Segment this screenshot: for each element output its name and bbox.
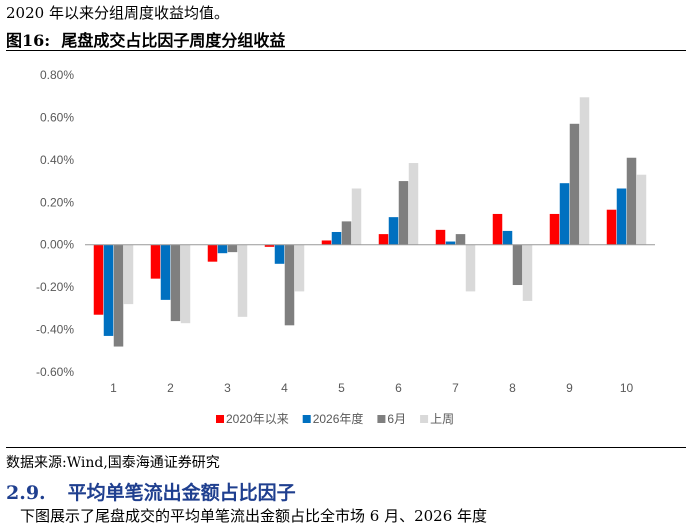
intro-text: 2020 年以来分组周度收益均值。	[6, 4, 229, 22]
bar-3-series-2	[217, 244, 228, 254]
source-note: 数据来源:Wind,国泰海通证券研究	[6, 455, 220, 471]
bar-10-series-4	[636, 174, 647, 245]
legend-label-3: 6月	[387, 412, 406, 426]
bar-7-series-3	[455, 234, 466, 245]
figure-top-rule	[6, 50, 686, 51]
y-tick-label: 0.80%	[40, 68, 74, 82]
bar-4-series-1	[264, 244, 275, 247]
bar-8-series-1	[492, 213, 503, 245]
bar-7-series-4	[465, 244, 476, 292]
bar-1-series-2	[103, 244, 114, 336]
x-tick-label: 2	[167, 381, 174, 395]
bar-10-series-1	[606, 209, 617, 245]
figure-bottom-rule	[6, 447, 686, 448]
y-tick-label: -0.40%	[36, 323, 74, 337]
y-tick-label: 0.20%	[40, 195, 74, 209]
x-tick-label: 4	[281, 381, 288, 395]
x-tick-label: 10	[620, 381, 634, 395]
figure-label: 图16:	[6, 31, 51, 50]
bar-4-series-2	[274, 244, 285, 264]
y-tick-label: -0.20%	[36, 280, 74, 294]
bar-9-series-4	[579, 97, 590, 245]
bar-6-series-2	[388, 217, 399, 245]
legend-swatch-4	[420, 415, 429, 423]
legend-label-4: 上周	[430, 412, 454, 426]
legend-swatch-3	[377, 415, 386, 423]
x-tick-label: 9	[566, 381, 573, 395]
legend: 2020年以来 2026年度 6月 上周	[216, 411, 454, 426]
x-tick-label: 1	[110, 381, 117, 395]
bar-8-series-3	[512, 244, 523, 286]
y-tick-label: 0.40%	[40, 153, 74, 167]
bar-chart: 0.80% 0.60% 0.40% 0.20% 0.00% -0.20% -0.40% -0.…	[36, 68, 655, 426]
y-tick-label: 0.60%	[40, 110, 74, 124]
body-text-line: 下图展示了尾盘成交的平均单笔流出金额占比全市场 6 月、2026 年度	[20, 507, 488, 525]
bar-3-series-3	[227, 244, 238, 253]
section-number: 2.9.	[6, 482, 46, 504]
bar-6-series-4	[408, 163, 419, 245]
bar-10-series-2	[616, 188, 627, 245]
bar-8-series-2	[502, 230, 513, 245]
bar-10-series-3	[626, 157, 637, 245]
bar-5-series-2	[331, 231, 342, 245]
legend-label-2: 2026年度	[313, 411, 364, 426]
bar-3-series-1	[207, 244, 218, 262]
section-heading: 2.9. 平均单笔流出金额占比因子	[6, 478, 296, 505]
bar-9-series-3	[569, 123, 580, 245]
bar-5-series-4	[351, 188, 362, 245]
bar-7-series-1	[435, 229, 446, 245]
x-axis-ticks: 1 2 3 4 5 6 7 8 9 10	[110, 381, 633, 395]
bar-7-series-2	[445, 241, 456, 245]
bar-8-series-4	[522, 244, 533, 301]
bar-2-series-1	[150, 244, 161, 279]
bar-2-series-2	[160, 244, 171, 300]
y-tick-label: 0.00%	[40, 238, 74, 252]
bar-5-series-3	[341, 221, 352, 245]
bar-2-series-3	[170, 244, 181, 322]
figure-title-text: 尾盘成交占比因子周度分组收益	[61, 31, 286, 50]
bar-2-series-4	[180, 244, 191, 324]
bars	[93, 97, 647, 347]
bar-3-series-4	[237, 244, 248, 317]
bar-1-series-4	[123, 244, 134, 305]
x-tick-label: 7	[452, 381, 459, 395]
legend-swatch-1	[216, 415, 224, 423]
bar-4-series-3	[284, 244, 295, 326]
bar-4-series-4	[294, 244, 305, 292]
y-axis-ticks: 0.80% 0.60% 0.40% 0.20% 0.00% -0.20% -0.40% -0.…	[36, 68, 74, 379]
bar-9-series-1	[549, 213, 560, 245]
figure-title: 图16: 尾盘成交占比因子周度分组收益	[6, 27, 285, 51]
y-tick-label: -0.60%	[36, 365, 74, 379]
bar-5-series-1	[321, 240, 332, 245]
legend-swatch-2	[302, 415, 311, 423]
section-title: 平均单笔流出金额占比因子	[67, 482, 296, 504]
x-tick-label: 8	[509, 381, 516, 395]
legend-label-1: 2020年以来	[226, 412, 289, 426]
bar-6-series-1	[378, 234, 389, 245]
x-tick-label: 6	[395, 381, 402, 395]
x-tick-label: 5	[338, 381, 345, 395]
bar-1-series-1	[93, 244, 104, 315]
x-tick-label: 3	[224, 381, 231, 395]
bar-9-series-2	[559, 183, 570, 245]
bar-1-series-3	[113, 244, 124, 347]
bar-6-series-3	[398, 181, 409, 245]
